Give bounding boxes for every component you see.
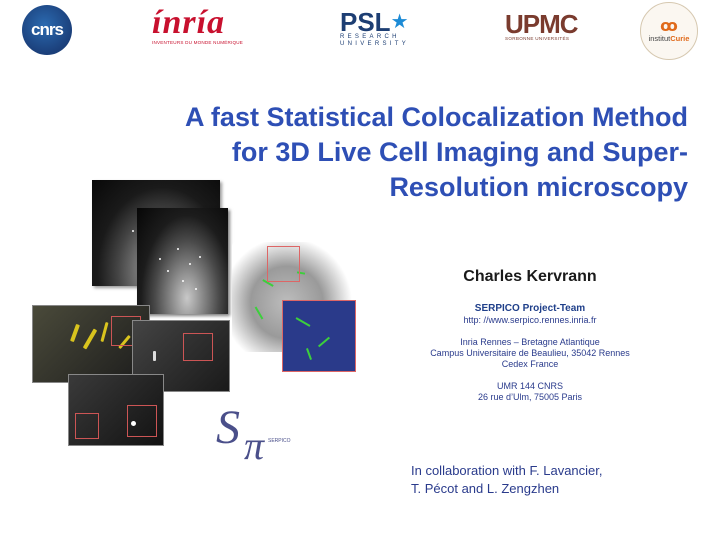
- curie-mark-icon: ꝏ: [660, 17, 678, 35]
- fluorescence-roi-box: [267, 246, 300, 282]
- affiliation-line-3: Cedex France: [501, 359, 559, 369]
- upmc-logo: UPMC SORBONNE UNIVERSITÉS: [505, 9, 585, 50]
- serpico-logo-label: SERPICO: [268, 438, 291, 444]
- microscopy-image-front: [137, 208, 228, 314]
- serpico-logo-t-glyph: π: [244, 423, 265, 468]
- collaboration-note: In collaboration with F. Lavancier, T. P…: [411, 462, 603, 498]
- curie-name: Curie: [670, 33, 690, 43]
- address-line: 26 rue d’Ulm, 75005 Paris: [477, 392, 583, 402]
- curie-prefix: institut: [648, 33, 671, 43]
- upmc-logo-word: UPMC: [505, 9, 579, 39]
- institut-curie-logo: ꝏ institutCurie: [640, 2, 698, 60]
- cnrs-logo-text: cnrs: [31, 20, 64, 39]
- inria-logo-tagline: INVENTEURS DU MONDE NUMÉRIQUE: [152, 40, 244, 45]
- collaboration-line-2: T. Pécot and L. Zengzhen: [411, 481, 560, 496]
- team-url: http: //www.serpico.rennes.inria.fr: [463, 315, 597, 325]
- author-name: Charles Kervrann: [463, 268, 597, 285]
- colocalization-tile-3: [68, 374, 164, 446]
- inria-logo-word: ínría: [152, 4, 226, 41]
- psl-logo-word: PSL: [340, 7, 391, 37]
- inria-logo: ínría INVENTEURS DU MONDE NUMÉRIQUE: [152, 4, 262, 50]
- title-line-1: A fast Statistical Colocalization Method: [184, 102, 688, 132]
- serpico-logo-s-glyph: S: [216, 401, 240, 454]
- title-line-3: Resolution microscopy: [389, 172, 688, 202]
- fluorescence-zoom-image: [282, 300, 356, 372]
- cnrs-logo: cnrs: [22, 5, 72, 55]
- unit-line: UMR 144 CNRS: [496, 381, 563, 391]
- psl-logo: PSL★ RESEARCH UNIVERSITY: [340, 7, 412, 50]
- title-line-2: for 3D Live Cell Imaging and Super-: [231, 137, 688, 167]
- slide-title: A fast Statistical Colocalization Method…: [88, 100, 688, 205]
- team-name: SERPICO Project-Team: [474, 303, 586, 314]
- star-icon: ★: [390, 11, 409, 33]
- affiliation-line-2: Campus Universitaire de Beaulieu, 35042 …: [430, 348, 630, 358]
- upmc-logo-subtitle: SORBONNE UNIVERSITÉS: [505, 36, 570, 41]
- author-block: Charles Kervrann SERPICO Project-Team ht…: [400, 268, 660, 403]
- collaboration-line-1: In collaboration with F. Lavancier,: [411, 463, 603, 478]
- serpico-logo: S π SERPICO: [216, 402, 312, 472]
- psl-logo-subtitle: RESEARCH UNIVERSITY: [340, 34, 410, 47]
- affiliation-line-1: Inria Rennes – Bretagne Atlantique: [460, 337, 600, 347]
